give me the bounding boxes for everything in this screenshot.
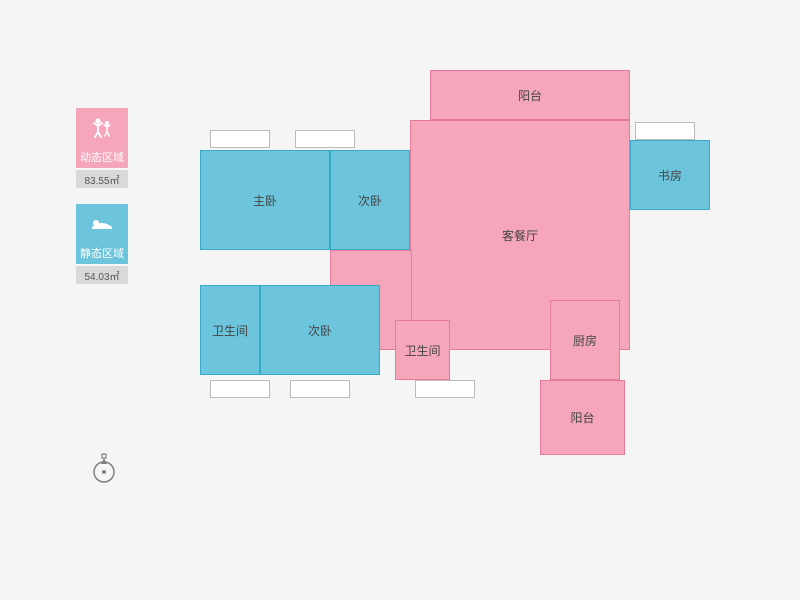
window-marker [210, 380, 270, 398]
floor-plan: 阳台客餐厅厨房卫生间阳台主卧次卧书房卫生间次卧 [200, 70, 740, 510]
room-label: 卫生间 [404, 342, 440, 359]
room-label: 主卧 [253, 192, 277, 209]
room-label: 书房 [658, 167, 682, 184]
room-study: 书房 [630, 140, 710, 210]
compass-icon [90, 452, 118, 486]
room-balcony_bot: 阳台 [540, 380, 625, 455]
legend-static-value: 54.03㎡ [76, 266, 128, 284]
legend-panel: 动态区域 83.55㎡ 静态区域 54.03㎡ [76, 108, 136, 300]
room-label: 阳台 [570, 409, 594, 426]
room-bath2: 卫生间 [395, 320, 450, 380]
room-label: 厨房 [573, 332, 597, 349]
room-label: 阳台 [518, 87, 542, 104]
sleep-icon [76, 204, 128, 242]
room-master_bed: 主卧 [200, 150, 330, 250]
room-balcony_top: 阳台 [430, 70, 630, 120]
room-label: 客餐厅 [502, 227, 538, 244]
room-label: 次卧 [358, 192, 382, 209]
window-marker [210, 130, 270, 148]
room-bed2_bot: 次卧 [260, 285, 380, 375]
room-bath1: 卫生间 [200, 285, 260, 375]
legend-static: 静态区域 54.03㎡ [76, 204, 136, 284]
people-icon [76, 108, 128, 146]
room-label: 卫生间 [212, 322, 248, 339]
window-marker [295, 130, 355, 148]
room-label: 次卧 [308, 322, 332, 339]
window-marker [415, 380, 475, 398]
legend-static-label: 静态区域 [76, 242, 128, 264]
legend-dynamic: 动态区域 83.55㎡ [76, 108, 136, 188]
room-bed2_top: 次卧 [330, 150, 410, 250]
legend-dynamic-label: 动态区域 [76, 146, 128, 168]
window-marker [290, 380, 350, 398]
legend-dynamic-value: 83.55㎡ [76, 170, 128, 188]
room-kitchen: 厨房 [550, 300, 620, 380]
window-marker [635, 122, 695, 140]
